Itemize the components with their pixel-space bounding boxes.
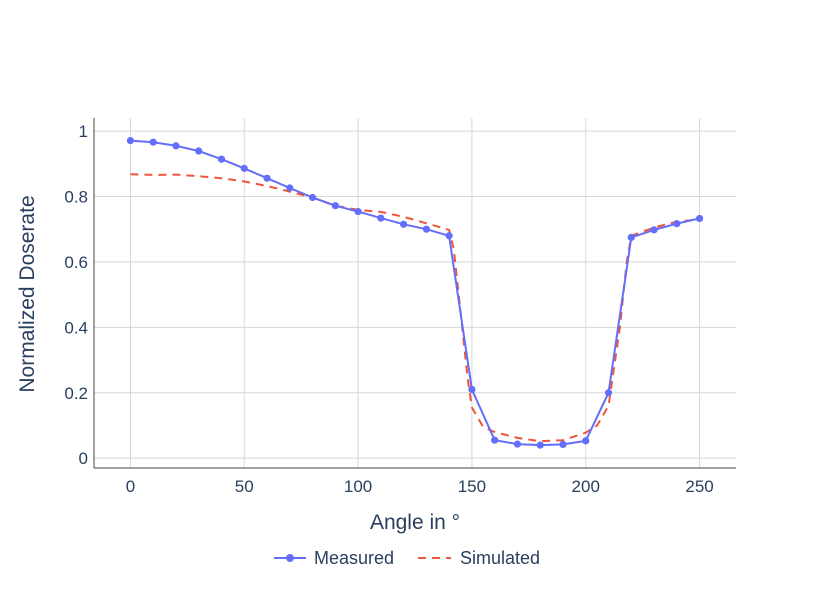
series-line-measured	[130, 139, 700, 447]
data-point-measured[interactable]	[559, 440, 567, 449]
y-tick-label: 0.4	[64, 318, 88, 337]
legend-item-measured[interactable]: Measured	[274, 548, 394, 568]
gridlines	[94, 118, 736, 468]
data-point-measured[interactable]	[308, 193, 317, 202]
axes	[93, 118, 736, 469]
y-tick-label: 0	[79, 449, 88, 468]
data-point-measured[interactable]	[604, 389, 613, 397]
data-point-measured[interactable]	[149, 138, 157, 146]
data-point-measured[interactable]	[445, 232, 453, 240]
data-point-measured[interactable]	[331, 202, 339, 210]
x-tick-label: 0	[126, 477, 135, 496]
data-point-measured[interactable]	[217, 155, 226, 163]
series-layer	[126, 136, 704, 449]
data-point-measured[interactable]	[422, 225, 430, 233]
series-line-simulated	[130, 173, 700, 443]
data-point-measured[interactable]	[263, 174, 271, 182]
data-point-measured[interactable]	[650, 226, 658, 234]
y-tick-label: 0.2	[64, 384, 88, 403]
data-point-measured[interactable]	[377, 214, 385, 222]
y-axis-title: Normalized Doserate	[16, 195, 39, 392]
data-point-measured[interactable]	[695, 214, 704, 223]
x-tick-label: 100	[344, 477, 372, 496]
data-point-measured[interactable]	[673, 220, 681, 228]
legend-label-measured: Measured	[314, 548, 394, 568]
x-axis-ticks: 0 50 100 150 200 250	[126, 477, 714, 496]
x-tick-label: 250	[685, 477, 713, 496]
x-axis-title: Angle in °	[370, 511, 460, 534]
data-point-measured[interactable]	[627, 233, 635, 241]
y-tick-label: 0.6	[64, 253, 88, 272]
x-tick-label: 200	[572, 477, 600, 496]
data-point-measured[interactable]	[195, 147, 203, 155]
data-point-measured[interactable]	[286, 184, 294, 192]
data-point-measured[interactable]	[536, 441, 544, 449]
y-tick-label: 0.8	[64, 188, 88, 207]
data-point-measured[interactable]	[513, 440, 522, 448]
data-point-measured[interactable]	[354, 207, 362, 216]
x-tick-label: 50	[235, 477, 254, 496]
data-point-measured[interactable]	[240, 164, 248, 172]
legend[interactable]: Measured Simulated	[274, 548, 540, 568]
data-point-measured[interactable]	[126, 136, 135, 145]
data-point-measured[interactable]	[582, 437, 590, 445]
legend-label-simulated: Simulated	[460, 548, 540, 568]
data-point-measured[interactable]	[491, 436, 499, 444]
y-tick-label: 1	[79, 122, 88, 141]
data-point-measured[interactable]	[172, 142, 180, 150]
legend-item-simulated[interactable]: Simulated	[418, 548, 540, 568]
data-point-measured[interactable]	[468, 385, 476, 394]
x-tick-label: 150	[458, 477, 486, 496]
data-point-measured[interactable]	[400, 220, 408, 228]
y-axis-ticks: 0 0.2 0.4 0.6 0.8 1	[64, 122, 88, 468]
